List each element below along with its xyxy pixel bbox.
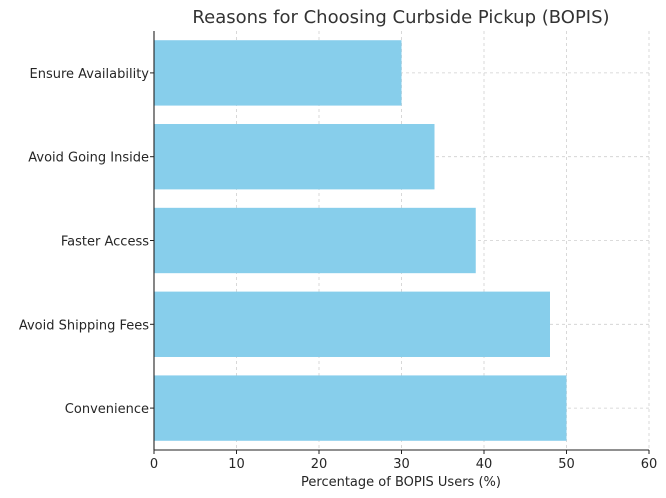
x-tick-label: 10 <box>228 457 245 472</box>
bars <box>154 40 567 441</box>
y-tick-label: Ensure Availability <box>29 67 149 82</box>
x-tick-label: 40 <box>476 457 493 472</box>
bar <box>154 40 402 106</box>
bar <box>154 375 567 441</box>
x-tick-label: 0 <box>150 457 158 472</box>
y-tick-label: Convenience <box>65 402 149 417</box>
y-tick-label: Avoid Going Inside <box>28 151 149 166</box>
x-tick-label: 30 <box>393 457 410 472</box>
x-tick-label: 20 <box>311 457 328 472</box>
y-tick-labels: Convenience Avoid Shipping Fees Faster Acc… <box>19 67 149 417</box>
y-tick-label: Avoid Shipping Fees <box>19 318 149 333</box>
bar <box>154 291 550 357</box>
axes <box>150 31 650 454</box>
x-tick-labels: 0 10 20 30 40 50 60 <box>150 457 657 472</box>
x-tick-label: 60 <box>641 457 658 472</box>
bar <box>154 207 476 274</box>
y-tick-label: Faster Access <box>61 235 149 250</box>
x-tick-label: 50 <box>558 457 575 472</box>
bar <box>154 124 435 190</box>
chart-title: Reasons for Choosing Curbside Pickup (BO… <box>192 7 609 28</box>
x-axis-label: Percentage of BOPIS Users (%) <box>301 475 501 490</box>
